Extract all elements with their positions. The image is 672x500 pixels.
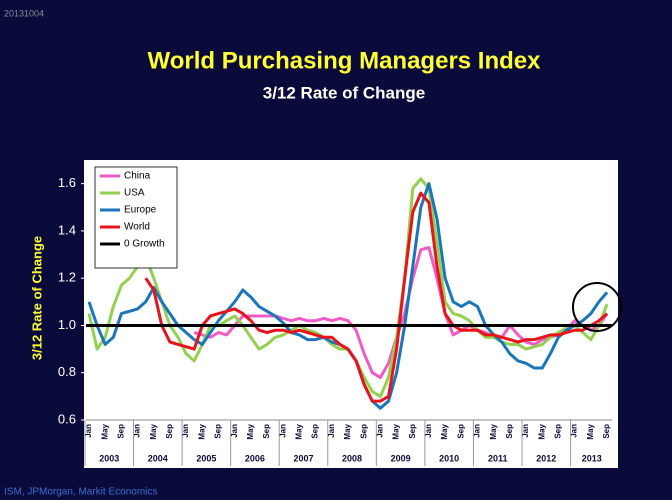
legend-label: World [124, 222, 150, 233]
x-tick-label: May [149, 423, 158, 439]
year-label: 2003 [99, 453, 119, 463]
x-tick-label: Sep [311, 424, 320, 439]
x-tick-label: Sep [359, 424, 368, 439]
x-tick-label: Jan [181, 424, 190, 438]
legend-label: 0 Growth [124, 239, 165, 250]
source: ISM, JPMorgan, Markit Economics [4, 487, 157, 498]
x-tick-label: Jan [327, 424, 336, 438]
year-label: 2010 [439, 453, 459, 463]
x-tick-label: Sep [456, 424, 465, 439]
legend-label: Europe [124, 205, 157, 216]
x-tick-label: Sep [602, 424, 611, 439]
x-tick-label: Sep [116, 424, 125, 439]
y-tick-label: 0.8 [58, 364, 76, 379]
year-label: 2011 [488, 453, 508, 463]
year-label: 2005 [196, 453, 216, 463]
x-tick-label: Sep [262, 424, 271, 439]
year-label: 2006 [245, 453, 265, 463]
x-tick-label: Sep [408, 424, 417, 439]
y-axis-title: 3/12 Rate of Change [29, 236, 44, 360]
y-tick-label: 1.0 [58, 317, 76, 332]
x-tick-label: Jan [278, 424, 287, 438]
x-tick-label: May [537, 423, 546, 439]
x-tick-label: Sep [505, 424, 514, 439]
x-tick-label: Jan [84, 424, 93, 438]
legend-label: China [124, 171, 151, 182]
x-tick-label: May [586, 423, 595, 439]
chart-subtitle: 3/12 Rate of Change [263, 83, 426, 102]
x-tick-label: May [440, 423, 449, 439]
x-tick-label: Jan [473, 424, 482, 438]
stamp: 20131004 [4, 8, 44, 18]
highlight-circle [572, 282, 622, 332]
y-tick-label: 1.6 [58, 175, 76, 190]
x-tick-label: Sep [165, 424, 174, 439]
x-tick-label: May [295, 423, 304, 439]
x-tick-label: May [343, 423, 352, 439]
x-tick-label: May [246, 423, 255, 439]
year-label: 2008 [342, 453, 362, 463]
x-tick-label: May [392, 423, 401, 439]
x-tick-label: May [100, 423, 109, 439]
legend-label: USA [124, 188, 145, 199]
chart-title: World Purchasing Managers Index [148, 47, 542, 74]
x-tick-label: Sep [554, 424, 563, 439]
year-label: 2007 [293, 453, 313, 463]
x-tick-label: Jan [133, 424, 142, 438]
year-label: 2012 [536, 453, 556, 463]
year-label: 2013 [582, 453, 602, 463]
x-tick-label: Jan [375, 424, 384, 438]
y-tick-label: 0.6 [58, 411, 76, 426]
legend-box [94, 166, 178, 269]
year-label: 2004 [148, 453, 168, 463]
x-tick-label: Jan [521, 424, 530, 438]
y-tick-label: 1.4 [58, 222, 76, 237]
x-tick-label: Jan [424, 424, 433, 438]
x-tick-label: Jan [230, 424, 239, 438]
year-label: 2009 [391, 453, 411, 463]
x-tick-label: May [197, 423, 206, 439]
y-tick-label: 1.2 [58, 270, 76, 285]
x-tick-label: Sep [214, 424, 223, 439]
x-tick-label: Jan [570, 424, 579, 438]
series-line [144, 191, 608, 403]
x-tick-label: May [489, 423, 498, 439]
